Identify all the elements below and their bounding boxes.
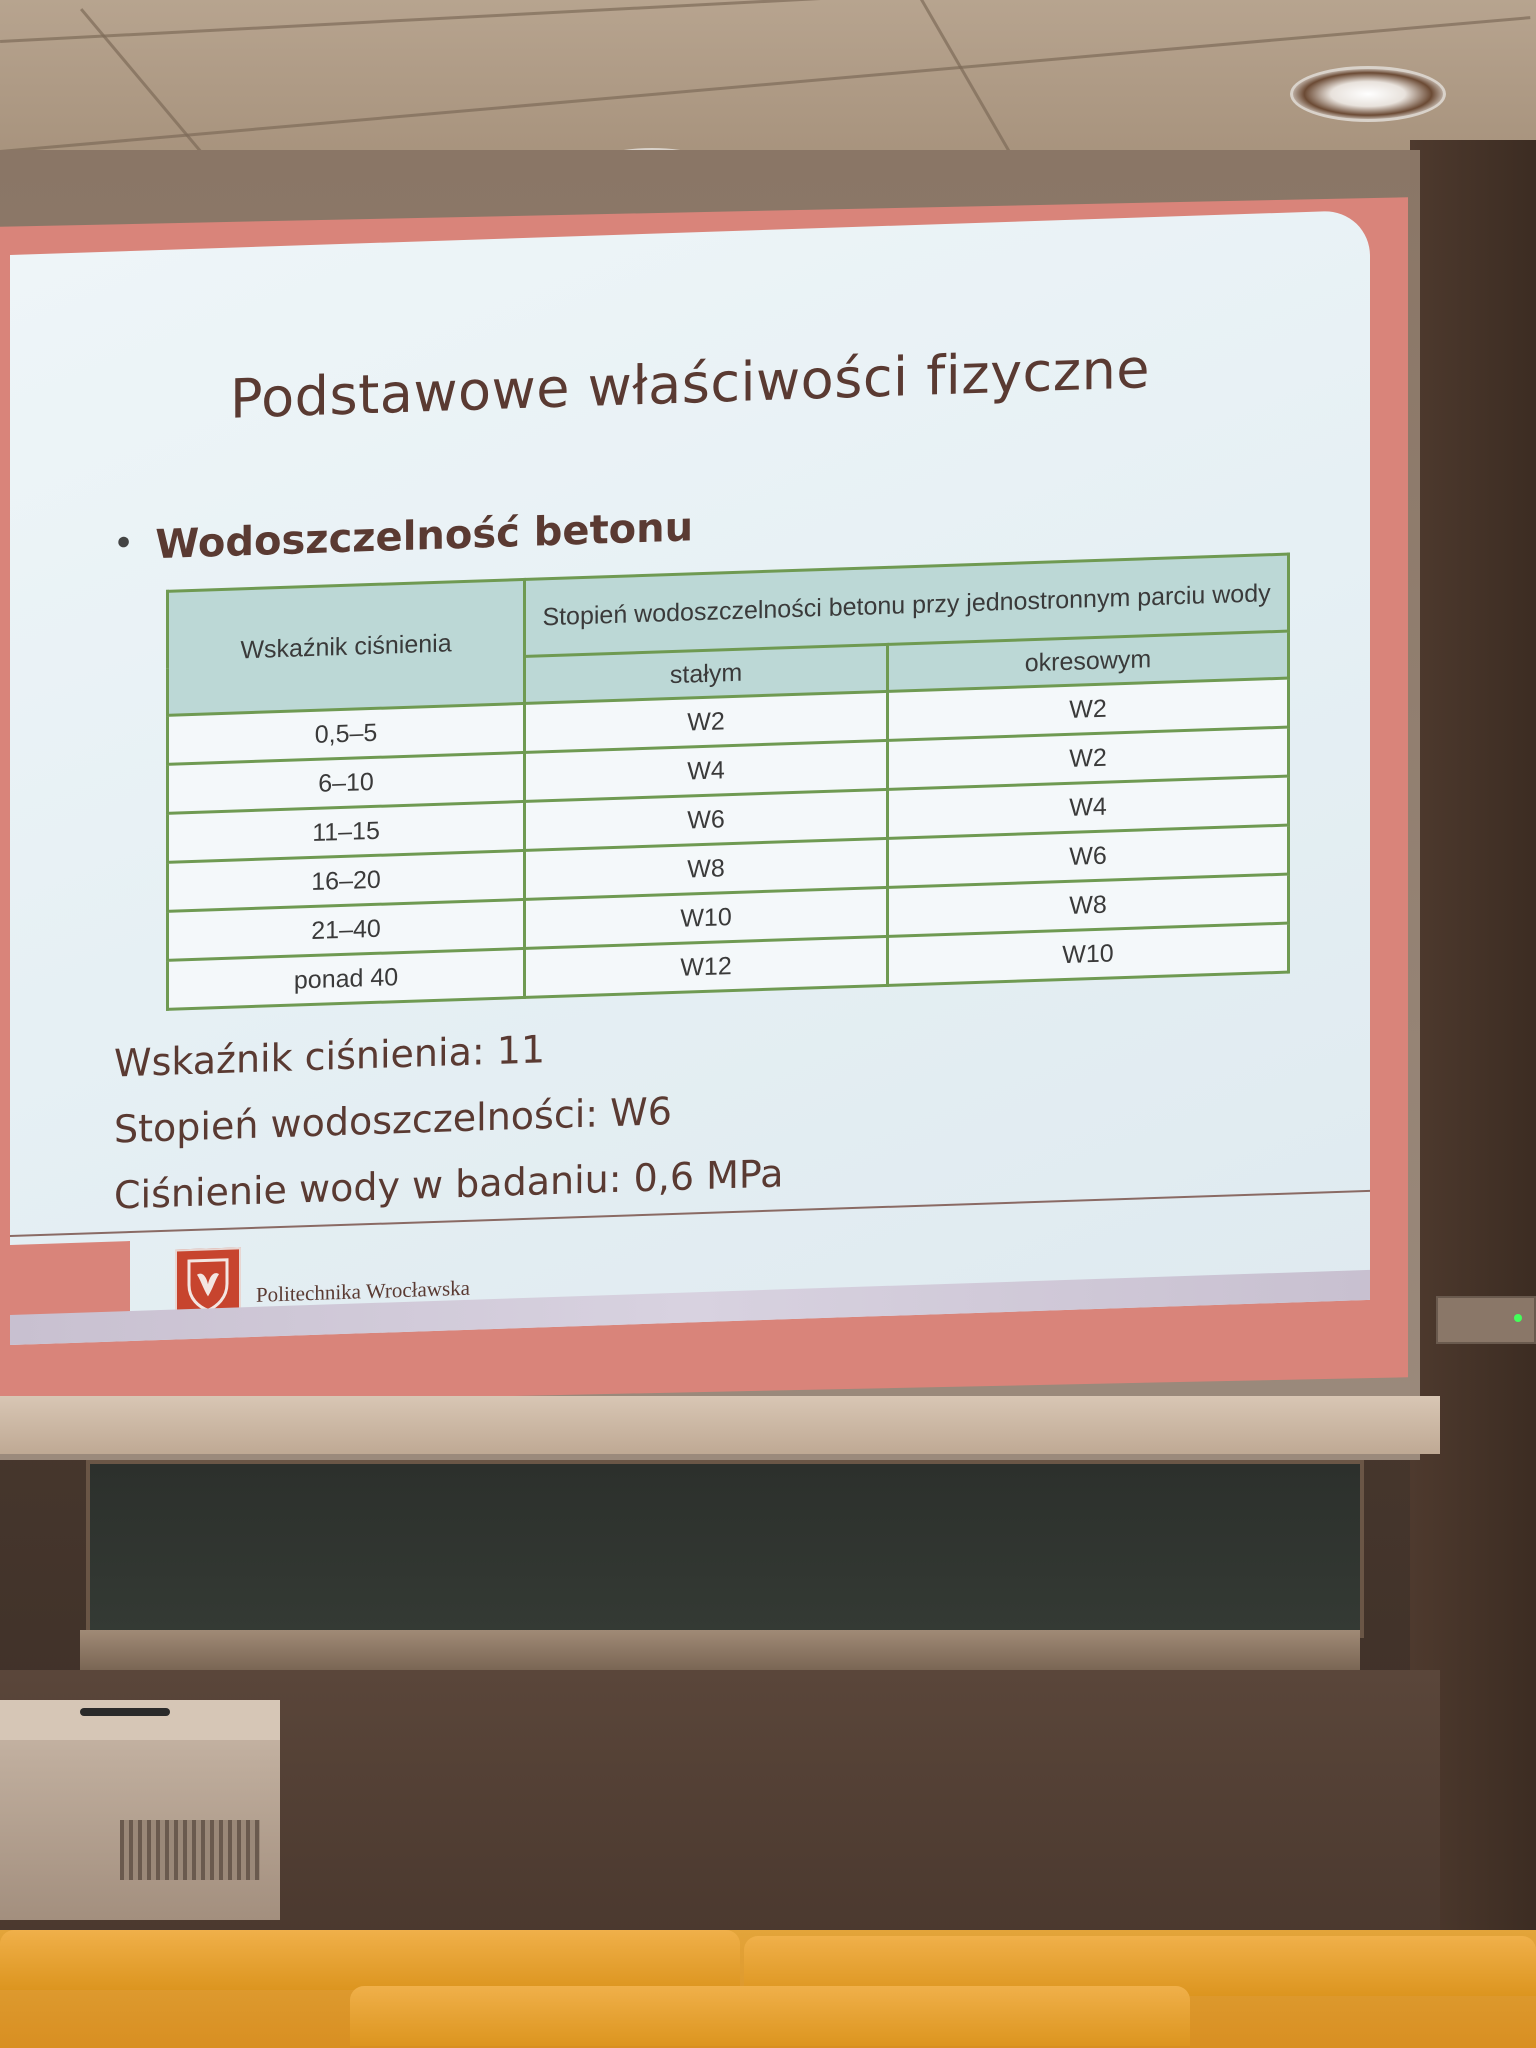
pressure-index-cell: ponad 40	[167, 948, 525, 1010]
indicator-led	[1514, 1314, 1522, 1322]
slide-bullet: • Wodoszczelność betonu	[114, 504, 693, 569]
wall-switch[interactable]	[1436, 1296, 1536, 1344]
chalk-ledge	[80, 1630, 1360, 1670]
water-tightness-line: Stopień wodoszczelności: W6	[114, 1089, 672, 1152]
bullet-text: Wodoszczelność betonu	[155, 504, 694, 569]
right-wall	[1410, 140, 1536, 1940]
seat-back	[350, 1986, 1190, 2046]
desk-top	[0, 1700, 280, 1740]
ceiling-light	[1290, 66, 1446, 122]
slide-title: Podstawowe właściwości fizyczne	[229, 337, 1151, 431]
header-pressure-index: Wskaźnik ciśnienia	[167, 579, 525, 716]
desk-vent	[120, 1820, 260, 1880]
bullet-dot: •	[114, 525, 134, 562]
eagle-shield-icon	[187, 1258, 229, 1313]
screen-bottom-bar	[0, 1396, 1440, 1454]
presentation-slide: Podstawowe właściwości fizyczne • Wodoszc…	[10, 209, 1370, 1345]
chalkboard	[86, 1460, 1364, 1638]
water-tightness-table: Wskaźnik ciśnienia Stopień wodoszczelnoś…	[166, 553, 1290, 1011]
pen	[80, 1708, 170, 1716]
test-pressure-line: Ciśnienie wody w badaniu: 0,6 MPa	[114, 1151, 784, 1218]
auditorium-seats	[0, 1930, 1536, 2048]
pressure-index-line: Wskaźnik ciśnienia: 11	[114, 1027, 546, 1086]
seat-back	[0, 1930, 740, 1990]
